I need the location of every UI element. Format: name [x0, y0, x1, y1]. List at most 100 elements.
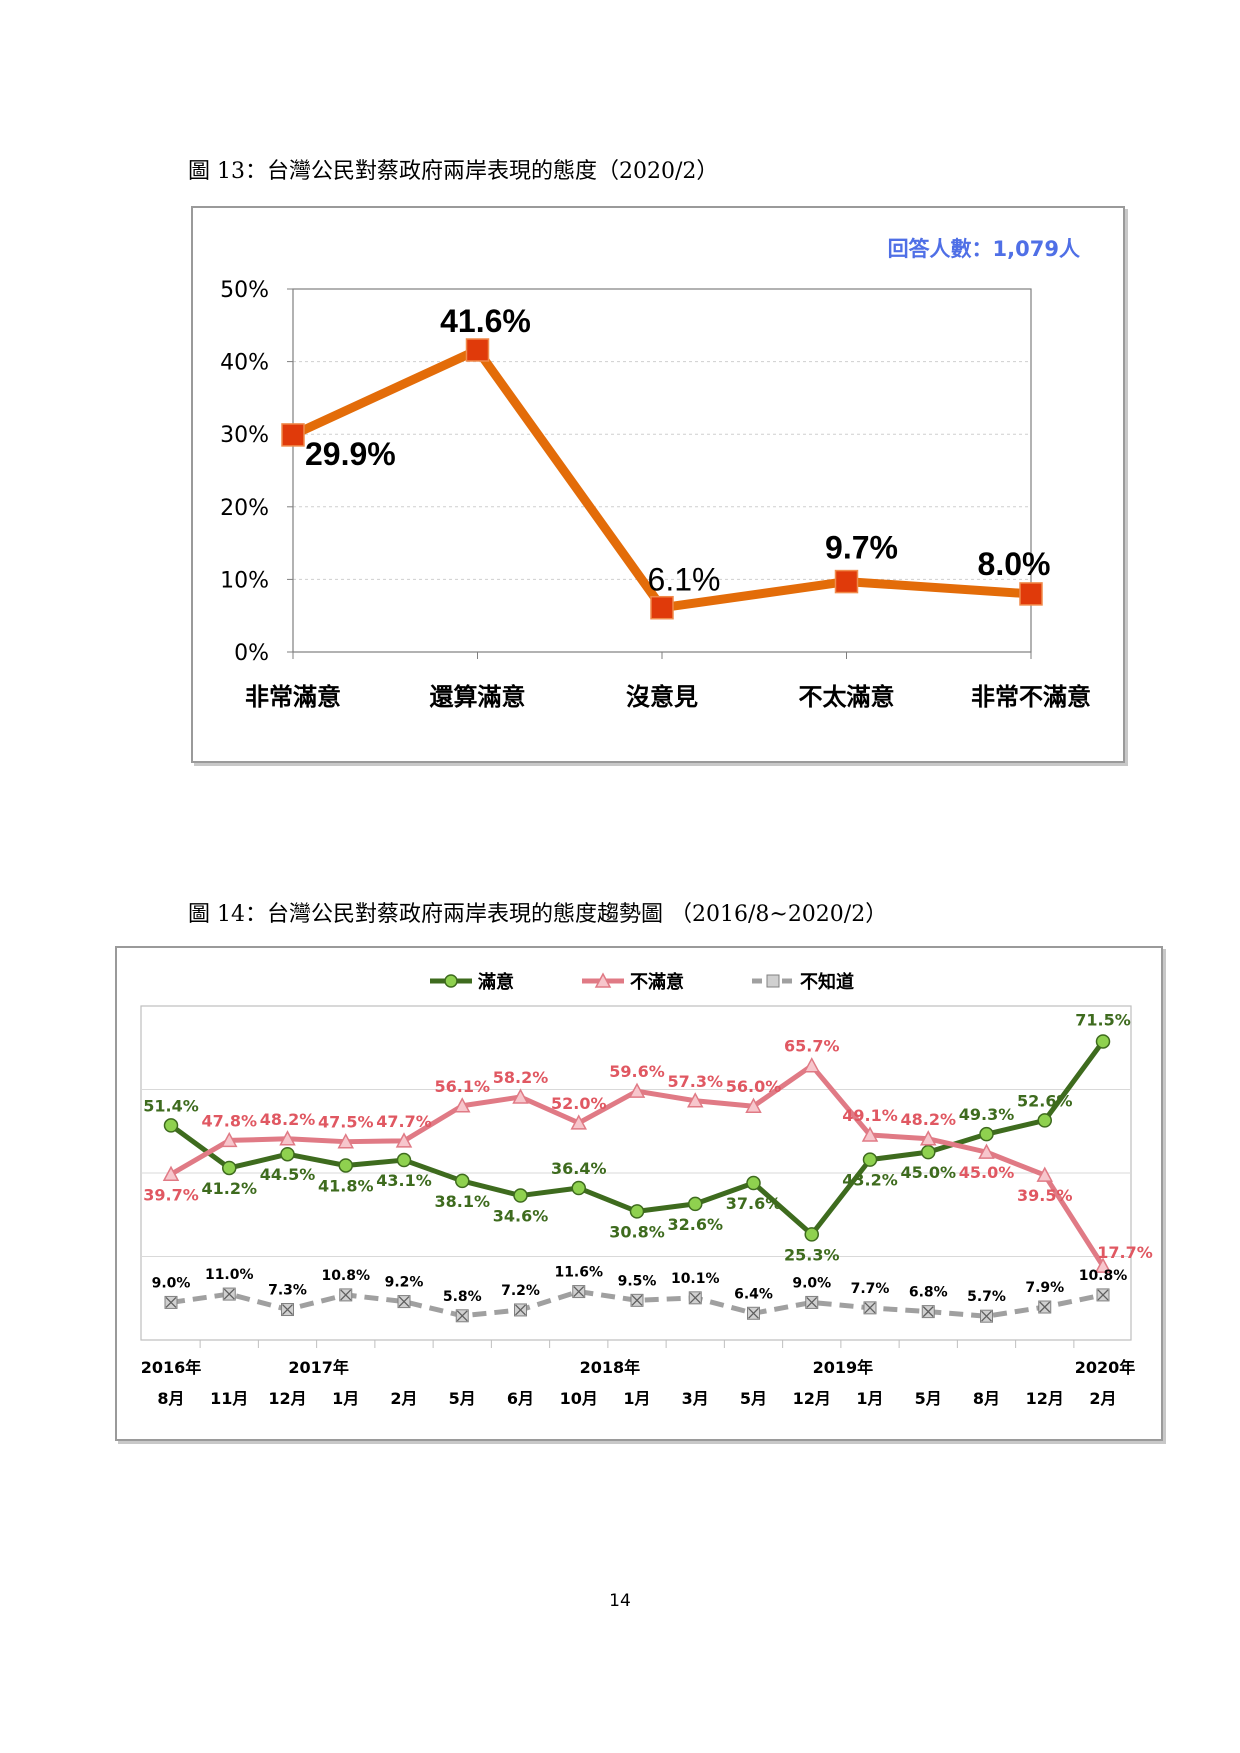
satisfied-data-label: 71.5%: [1075, 1010, 1131, 1029]
data-label: 8.0%: [978, 546, 1051, 582]
x-month-label: 12月: [793, 1389, 831, 1408]
unknown-data-label: 9.0%: [152, 1275, 191, 1291]
x-month-label: 5月: [449, 1389, 476, 1408]
legend-marker: [594, 972, 612, 988]
y-tick-label: 20%: [220, 496, 269, 521]
legend-label: 滿意: [478, 971, 514, 993]
dissatisfied-marker: [453, 1097, 471, 1113]
satisfied-data-label: 34.6%: [493, 1207, 549, 1226]
page-number: 14: [609, 1591, 631, 1611]
dissatisfied-marker: [686, 1092, 704, 1108]
satisfied-data-label: 52.6%: [1017, 1091, 1073, 1110]
satisfied-marker: [1037, 1113, 1052, 1128]
x-month-label: 5月: [915, 1389, 942, 1408]
unknown-marker: [805, 1295, 819, 1309]
y-tick-label: 10%: [220, 568, 269, 593]
satisfied-marker: [921, 1144, 936, 1160]
unknown-marker: [397, 1295, 411, 1309]
satisfied-marker: [862, 1152, 878, 1167]
x-year-label: 2020年: [1075, 1358, 1136, 1377]
satisfied-data-label: 43.2%: [842, 1171, 898, 1190]
unknown-marker-cross: [282, 1304, 293, 1315]
dissatisfied-data-label: 56.1%: [434, 1077, 490, 1096]
x-month-label: 12月: [1026, 1389, 1064, 1408]
unknown-marker: [514, 1303, 527, 1317]
satisfied-marker: [396, 1152, 412, 1168]
x-month-label: 6月: [507, 1389, 534, 1408]
unknown-marker-cross: [922, 1306, 934, 1318]
dissatisfied-marker: [803, 1057, 821, 1073]
unknown-marker-cross: [1039, 1301, 1051, 1313]
x-category-label: 非常滿意: [245, 683, 341, 711]
x-month-label: 2月: [1089, 1389, 1116, 1408]
unknown-marker-cross: [631, 1294, 643, 1306]
x-category-label: 沒意見: [626, 683, 698, 711]
dissatisfied-data-label: 49.1%: [842, 1106, 898, 1125]
dissatisfied-data-label: 47.5%: [318, 1113, 374, 1132]
x-month-label: 11月: [210, 1389, 248, 1408]
unknown-marker: [747, 1306, 760, 1320]
dissatisfied-marker: [395, 1132, 413, 1148]
dissatisfied-data-label: 39.5%: [1017, 1186, 1073, 1205]
satisfied-data-label: 45.0%: [900, 1163, 956, 1182]
satisfied-marker: [163, 1118, 179, 1133]
x-year-label: 2018年: [580, 1358, 641, 1377]
unknown-data-label: 10.8%: [1079, 1268, 1128, 1284]
dissatisfied-data-label: 57.3%: [667, 1072, 723, 1091]
figure14-chart-frame: [115, 946, 1163, 1441]
dissatisfied-data-label: 17.7%: [1097, 1243, 1153, 1262]
x-month-label: 2月: [390, 1389, 417, 1408]
unknown-marker-cross: [981, 1310, 992, 1322]
satisfied-marker: [1095, 1034, 1111, 1049]
x-category-label: 還算滿意: [430, 683, 526, 711]
satisfied-data-label: 49.3%: [959, 1105, 1015, 1124]
unknown-marker: [339, 1288, 353, 1302]
dissatisfied-data-label: 47.7%: [376, 1112, 432, 1131]
dissatisfied-marker: [512, 1088, 529, 1104]
dissatisfied-marker: [220, 1131, 238, 1148]
satisfied-data-label: 41.8%: [318, 1176, 374, 1195]
x-month-label: 8月: [157, 1389, 184, 1408]
figure13-chart: 29.9% 41.6% 6.1% 9.7% 8.0% 0% 10% 20% 30% 40% 50%…: [220, 237, 1091, 711]
dissatisfied-marker: [279, 1130, 296, 1146]
series-line-unknown: [170, 1289, 1104, 1319]
x-month-label: 12月: [268, 1389, 306, 1408]
unknown-marker-cross: [864, 1302, 876, 1314]
dissatisfied-marker: [162, 1165, 180, 1182]
unknown-marker-cross: [398, 1296, 410, 1308]
unknown-data-label: 6.8%: [909, 1285, 948, 1301]
unknown-marker-cross: [806, 1296, 818, 1308]
data-label: 29.9%: [305, 436, 396, 472]
figure13-chart-frame: [191, 206, 1125, 763]
unknown-marker-cross: [515, 1304, 526, 1316]
dissatisfied-data-label: 56.0%: [726, 1077, 782, 1096]
x-month-label: 5月: [740, 1389, 767, 1408]
satisfied-data-label: 44.5%: [260, 1165, 316, 1184]
unknown-data-label: 10.1%: [671, 1271, 720, 1287]
dissatisfied-marker: [978, 1143, 995, 1159]
figure14-caption: 圖 14：台灣公民對蔡政府兩岸表現的態度趨勢圖 （2016/8~2020/2）: [188, 902, 888, 927]
satisfied-data-label: 43.1%: [376, 1171, 432, 1190]
satisfied-marker: [571, 1180, 586, 1196]
x-month-label: 1月: [332, 1389, 359, 1408]
data-point-marker: [650, 595, 674, 620]
satisfied-marker: [338, 1158, 353, 1173]
dissatisfied-marker: [919, 1130, 937, 1146]
figure14-chart: 51.4% 41.2%44.5%41.8% 43.1%38.1%34.6% 36.4%…: [140, 971, 1153, 1408]
unknown-marker: [980, 1309, 993, 1323]
satisfied-marker: [280, 1146, 295, 1162]
data-label: 41.6%: [440, 303, 531, 339]
unknown-data-label: 5.7%: [967, 1289, 1006, 1305]
dissatisfied-data-label: 39.7%: [143, 1185, 199, 1204]
dissatisfied-marker: [745, 1097, 762, 1113]
x-category-label: 非常不滿意: [971, 683, 1091, 711]
unknown-data-label: 11.0%: [205, 1267, 254, 1283]
data-point-marker: [1019, 582, 1043, 606]
satisfied-data-label: 37.6%: [726, 1194, 782, 1213]
unknown-data-label: 9.5%: [618, 1273, 657, 1289]
satisfied-data-label: 36.4%: [551, 1159, 607, 1178]
legend-label: 不知道: [800, 971, 854, 993]
unknown-marker: [630, 1293, 644, 1307]
satisfied-marker: [746, 1175, 761, 1191]
unknown-data-label: 7.9%: [1025, 1280, 1064, 1296]
